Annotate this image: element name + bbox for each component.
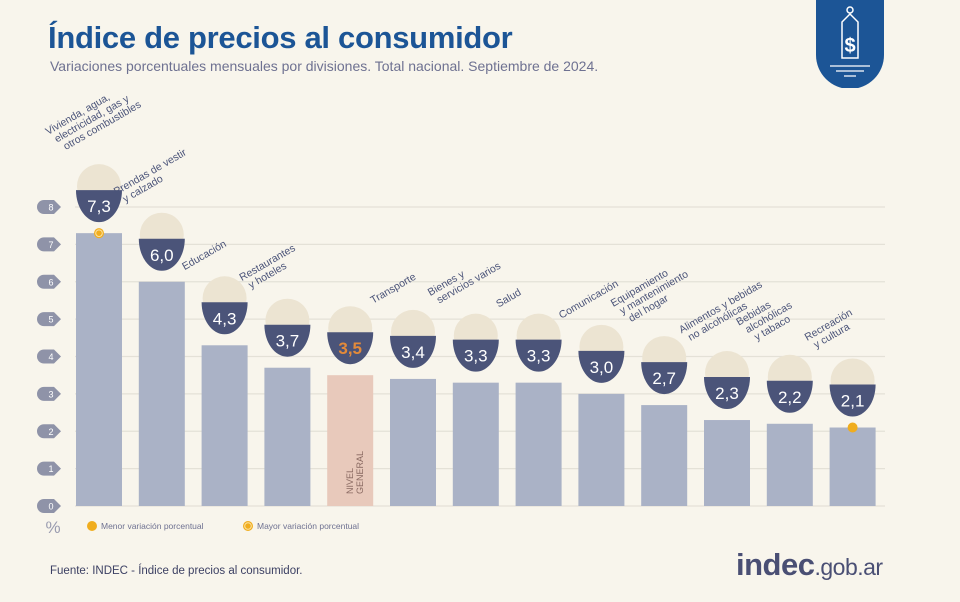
value-label: 2,1: [841, 392, 865, 411]
y-tick-label: 1: [48, 464, 53, 474]
value-label: 7,3: [87, 197, 111, 216]
y-tick-label: 3: [48, 389, 53, 399]
svg-text:$: $: [844, 35, 855, 57]
min-marker: [847, 422, 858, 433]
bar: [766, 423, 813, 506]
value-label: 3,3: [464, 347, 488, 366]
y-tick-label: 0: [48, 502, 53, 512]
y-tick-marker: [37, 274, 61, 289]
value-badge: [829, 384, 876, 417]
brand-name: indec: [736, 547, 815, 582]
y-tick-label: 7: [48, 240, 53, 250]
bar: [704, 420, 750, 506]
category-label: Bienes yservicios varios: [426, 250, 503, 308]
bar: [515, 382, 562, 506]
value-badge: [766, 380, 813, 413]
category-label-line: GENERAL: [355, 451, 365, 494]
category-label: Prendas de vestiry calzado: [112, 146, 195, 207]
value-badge: [452, 339, 499, 372]
value-label: 3,0: [590, 358, 614, 377]
category-label: Transporte: [369, 271, 419, 307]
y-tick-label: 6: [48, 277, 53, 287]
y-tick-marker: [37, 237, 61, 252]
bar: [452, 382, 499, 506]
legend-marker: [87, 521, 97, 531]
value-badge: [138, 238, 185, 271]
value-label: 3,5: [338, 339, 362, 358]
bar: [390, 378, 436, 506]
value-badge: [201, 302, 248, 335]
value-label: 3,4: [401, 343, 425, 362]
y-tick-marker: [37, 499, 61, 513]
value-label: 3,7: [276, 332, 300, 351]
y-tick-marker: [37, 424, 61, 439]
bar: [829, 427, 876, 506]
category-label: Salud: [494, 286, 523, 310]
price-tag-dollar-icon: $: [816, 0, 884, 88]
bar: [327, 375, 374, 506]
bar: [264, 367, 311, 506]
value-label: 2,2: [778, 388, 802, 407]
value-badge: [264, 324, 311, 357]
legend-marker-ring: [244, 522, 252, 530]
bar: [138, 281, 185, 506]
category-label-line: Transporte: [369, 271, 419, 307]
value-badge: [641, 362, 688, 395]
max-marker-ring: [95, 229, 103, 237]
value-label: 2,3: [715, 384, 739, 403]
bar: [578, 393, 625, 506]
y-tick-marker: [37, 386, 61, 401]
category-label: Equipamientoy mantenimientodel hogar: [609, 259, 696, 329]
value-label: 4,3: [213, 309, 237, 328]
source-note: Fuente: INDEC - Índice de precios al con…: [50, 565, 303, 577]
bar: [641, 405, 688, 506]
bar: [201, 345, 248, 506]
legend-label: Menor variación porcentual: [101, 521, 204, 531]
bar: [76, 233, 122, 506]
category-label: NIVELGENERAL: [345, 451, 365, 494]
y-tick-marker: [37, 200, 61, 214]
y-axis-unit: %: [45, 518, 60, 537]
indec-logo: indec.gob.ar: [736, 547, 883, 583]
category-label-line: Educación: [180, 238, 229, 273]
y-tick-marker: [37, 312, 61, 327]
value-badge: [704, 377, 750, 410]
y-tick-marker: [37, 349, 61, 364]
category-label: Restaurantesy hoteles: [237, 242, 303, 293]
value-badge: [515, 339, 562, 372]
value-label: 6,0: [150, 246, 174, 265]
value-badge: [76, 190, 122, 223]
y-tick-label: 5: [48, 315, 53, 325]
category-label-line: Salud: [494, 286, 523, 310]
y-tick-label: 4: [48, 352, 53, 362]
category-label: Vivienda, agua,electricidad, gas yotros …: [44, 80, 144, 157]
y-tick-label: 2: [48, 427, 53, 437]
brand-domain: .gob.ar: [814, 554, 883, 580]
page-subtitle: Variaciones porcentuales mensuales por d…: [50, 58, 599, 74]
value-label: 3,3: [527, 347, 551, 366]
category-label-line: NIVEL: [345, 468, 355, 494]
legend-label: Mayor variación porcentual: [257, 521, 359, 531]
value-badge: [327, 332, 374, 365]
y-tick-label: 8: [48, 203, 53, 213]
page-title: Índice de precios al consumidor: [48, 20, 513, 55]
value-label: 2,7: [652, 369, 676, 388]
category-label: Recreacióny cultura: [803, 307, 861, 354]
y-tick-marker: [37, 461, 61, 476]
value-badge: [578, 350, 625, 383]
value-badge: [390, 335, 436, 368]
category-label: Educación: [180, 238, 229, 273]
